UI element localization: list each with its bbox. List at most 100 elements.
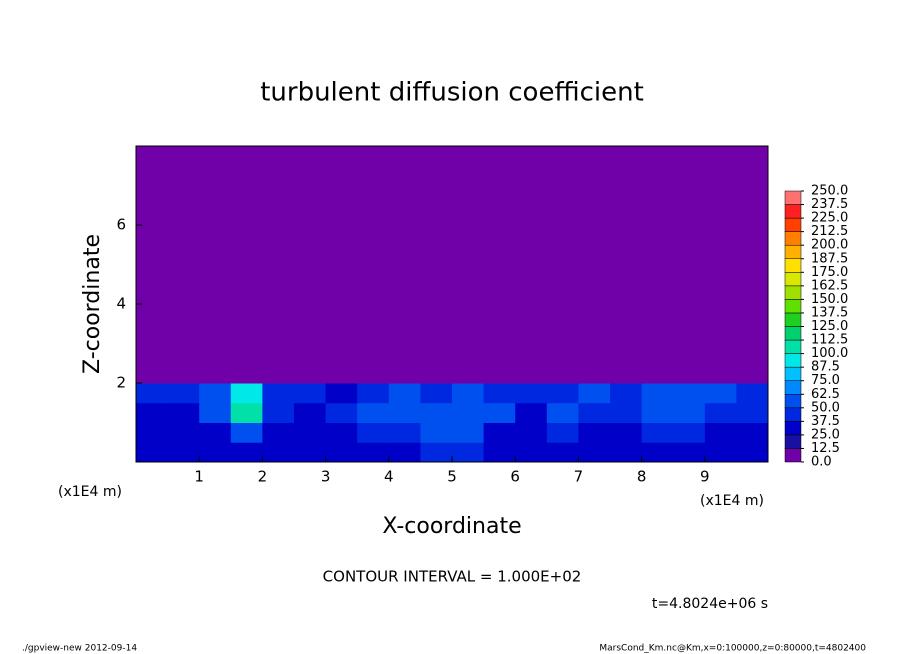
colorbar-swatch: [784, 285, 802, 300]
x-tick-label: 7: [574, 468, 584, 486]
heat-cell: [294, 402, 327, 423]
colorbar-swatch: [784, 231, 802, 246]
heat-cell: [641, 442, 674, 463]
heat-cell: [641, 422, 674, 443]
heat-cell: [262, 442, 295, 463]
x-tick-label: 9: [700, 468, 710, 486]
heat-cell: [452, 146, 485, 384]
x-tick-label: 5: [447, 468, 457, 486]
x-unit-label: (x1E4 m): [58, 484, 122, 500]
colorbar-swatch: [784, 366, 802, 381]
x-unit-label: (x1E4 m): [700, 493, 764, 509]
y-tick-label: 4: [116, 295, 126, 313]
x-tick-label: 3: [321, 468, 331, 486]
heat-cell: [230, 146, 263, 384]
heat-cell: [610, 383, 643, 404]
heat-cell: [736, 442, 769, 463]
heat-cell: [515, 422, 548, 443]
heat-cell: [546, 422, 579, 443]
heat-cell: [357, 402, 390, 423]
heat-cell: [515, 383, 548, 404]
colorbar-swatch: [784, 326, 802, 341]
colorbar-label: 250.0: [811, 184, 848, 199]
colorbar-label: 212.5: [811, 224, 848, 239]
heat-cell: [230, 402, 263, 423]
heat-cell: [704, 402, 737, 423]
x-tick-label: 8: [637, 468, 647, 486]
heat-cell: [357, 383, 390, 404]
heat-cell: [704, 422, 737, 443]
heat-cell: [262, 402, 295, 423]
colorbar-label: 125.0: [811, 319, 848, 334]
colorbar-swatch: [784, 204, 802, 219]
heat-cell: [515, 402, 548, 423]
x-tick-label: 2: [258, 468, 268, 486]
heat-cell: [325, 422, 358, 443]
heat-cell: [736, 402, 769, 423]
x-tick-label: 6: [510, 468, 520, 486]
colorbar-swatch: [784, 394, 802, 409]
heat-cell: [388, 402, 421, 423]
heat-cell: [578, 146, 611, 384]
heat-cell: [357, 146, 390, 384]
heat-cell: [136, 146, 169, 384]
heat-cell: [357, 442, 390, 463]
heat-cell: [230, 383, 263, 404]
heat-cell: [167, 422, 200, 443]
heat-cell: [673, 402, 706, 423]
heat-cell: [578, 383, 611, 404]
colorbar-label: 12.5: [811, 441, 840, 456]
y-axis-label: Z-coordinate: [80, 234, 105, 374]
colorbar-swatch: [784, 272, 802, 287]
heat-cell: [230, 422, 263, 443]
colorbar-label: 75.0: [811, 373, 840, 388]
heat-cell: [483, 402, 516, 423]
heat-cell: [610, 146, 643, 384]
heat-cell: [388, 422, 421, 443]
heat-cell: [704, 383, 737, 404]
colorbar-swatch: [784, 299, 802, 314]
heat-cell: [167, 383, 200, 404]
heat-cell: [294, 442, 327, 463]
heat-cell: [736, 146, 769, 384]
heat-cell: [199, 442, 232, 463]
heat-cell: [610, 442, 643, 463]
y-tick-label: 6: [116, 216, 126, 234]
heat-cell: [515, 146, 548, 384]
heat-cell: [325, 402, 358, 423]
heat-cell: [262, 146, 295, 384]
heat-cell: [167, 402, 200, 423]
heat-cell: [167, 146, 200, 384]
heat-cell: [420, 402, 453, 423]
heat-cell: [294, 146, 327, 384]
heat-cell: [641, 383, 674, 404]
colorbar-label: 237.5: [811, 197, 848, 212]
heat-cell: [388, 146, 421, 384]
heat-cell: [420, 383, 453, 404]
colorbar-label: 137.5: [811, 305, 848, 320]
heat-cell: [452, 402, 485, 423]
heat-cell: [230, 442, 263, 463]
colorbar-swatch: [784, 244, 802, 259]
colorbar-swatch: [784, 339, 802, 354]
heat-cell: [452, 383, 485, 404]
colorbar-label: 112.5: [811, 333, 848, 348]
colorbar-label: 87.5: [811, 360, 840, 375]
heat-cell: [325, 442, 358, 463]
heat-cell: [736, 383, 769, 404]
heat-cell: [325, 383, 358, 404]
heat-cell: [136, 383, 169, 404]
heat-cell: [199, 383, 232, 404]
heat-cell: [673, 146, 706, 384]
heat-cell: [294, 383, 327, 404]
heat-cell: [546, 442, 579, 463]
heat-cell: [673, 383, 706, 404]
colorbar-label: 187.5: [811, 251, 848, 266]
heat-cell: [546, 402, 579, 423]
heat-cell: [641, 402, 674, 423]
colorbar-label: 200.0: [811, 238, 848, 253]
x-tick-label: 1: [194, 468, 204, 486]
colorbar-label: 0.0: [811, 455, 832, 470]
